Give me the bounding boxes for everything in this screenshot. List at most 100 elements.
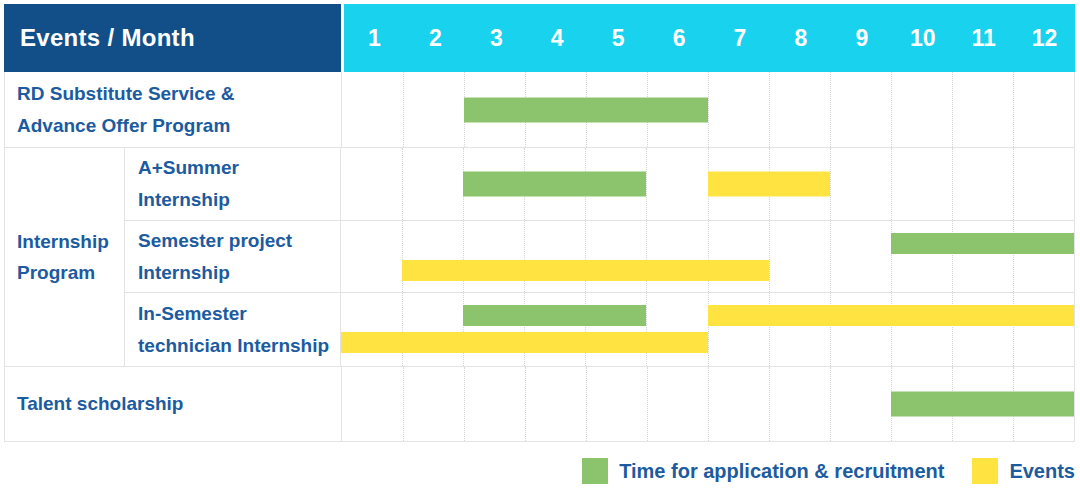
month-gridline — [402, 293, 403, 366]
month-label: 7 — [710, 4, 771, 72]
row-label-line: Program — [17, 257, 124, 288]
month-gridline — [891, 72, 892, 147]
month-gridline — [585, 221, 586, 293]
row-label-line: In-Semester — [138, 298, 340, 329]
events-month-header-cell: Events / Month — [4, 4, 341, 72]
month-gridline — [952, 221, 953, 293]
month-gridline — [463, 221, 464, 293]
month-gridline — [403, 72, 404, 147]
month-gridline — [769, 367, 770, 441]
month-gridline — [524, 293, 525, 366]
legend-swatch-yellow — [972, 458, 998, 484]
chart-cell — [341, 148, 1074, 220]
gantt-bar-yellow — [341, 332, 708, 353]
legend-item-events: Events — [972, 458, 1075, 484]
row-label-line: A+Summer — [138, 152, 340, 183]
month-gridline — [524, 221, 525, 293]
month-label: 6 — [649, 4, 710, 72]
month-gridline — [952, 293, 953, 366]
month-gridline — [830, 72, 831, 147]
month-gridline — [464, 367, 465, 441]
row-label-line: technician Internship — [138, 330, 340, 361]
month-gridline — [585, 293, 586, 366]
month-label: 11 — [953, 4, 1014, 72]
month-label: 10 — [892, 4, 953, 72]
gantt-bar-green — [464, 97, 708, 122]
month-gridline — [647, 367, 648, 441]
month-gridline — [402, 221, 403, 293]
chart-cell — [342, 72, 1074, 147]
gantt-bar-green — [463, 171, 646, 196]
month-label: 1 — [344, 4, 405, 72]
month-gridline — [586, 367, 587, 441]
row-label-rd-substitute-service: RD Substitute Service &Advance Offer Pro… — [5, 72, 342, 147]
row-label-semester-project-internship: Semester projectInternship — [125, 221, 341, 293]
month-gridline — [1013, 148, 1014, 220]
chart-cell — [342, 367, 1074, 441]
row-label-line: Talent scholarship — [17, 388, 341, 419]
month-label: 9 — [831, 4, 892, 72]
month-gridline — [708, 367, 709, 441]
month-gridline — [830, 367, 831, 441]
group-rows-internship-program: A+SummerInternshipSemester projectIntern… — [125, 148, 1074, 366]
month-gridline — [708, 221, 709, 293]
month-gridline — [525, 367, 526, 441]
month-gridline — [1013, 293, 1014, 366]
month-gridline — [708, 72, 709, 147]
table-row-talent-scholarship: Talent scholarship — [5, 367, 1074, 441]
month-gridline — [1013, 72, 1014, 147]
month-gridline — [463, 293, 464, 366]
month-gridline — [646, 148, 647, 220]
month-gridline — [646, 293, 647, 366]
legend-item-application-recruitment: Time for application & recruitment — [582, 458, 944, 484]
gantt-bar-yellow — [708, 171, 830, 196]
table-row-rd-substitute-service: RD Substitute Service &Advance Offer Pro… — [5, 72, 1074, 148]
month-label: 4 — [527, 4, 588, 72]
month-label: 8 — [770, 4, 831, 72]
month-gridline — [952, 148, 953, 220]
month-gridline — [769, 72, 770, 147]
row-label-line: Internship — [138, 257, 340, 288]
table-row-in-semester-technician-internship: In-Semestertechnician Internship — [125, 293, 1074, 366]
gantt-bar-yellow — [402, 260, 769, 281]
legend-label-application-recruitment: Time for application & recruitment — [619, 460, 944, 483]
row-label-talent-scholarship: Talent scholarship — [5, 367, 342, 441]
table-row-group-internship-program: InternshipProgramA+SummerInternshipSemes… — [5, 148, 1074, 367]
gantt-table: Events / Month 123456789101112 RD Substi… — [4, 4, 1075, 442]
row-label-line: Internship — [138, 184, 340, 215]
legend-swatch-green — [582, 458, 608, 484]
legend: Time for application & recruitment Events — [582, 455, 1075, 487]
row-label-in-semester-technician-internship: In-Semestertechnician Internship — [125, 293, 341, 366]
month-gridline — [708, 293, 709, 366]
month-label: 5 — [588, 4, 649, 72]
gantt-chart-canvas: Events / Month 123456789101112 RD Substi… — [0, 0, 1080, 494]
events-month-title: Events / Month — [20, 24, 195, 52]
month-gridline — [891, 148, 892, 220]
table-body: RD Substitute Service &Advance Offer Pro… — [4, 72, 1075, 442]
table-row-a-plus-summer-internship: A+SummerInternship — [125, 148, 1074, 221]
month-label: 12 — [1014, 4, 1075, 72]
months-header: 123456789101112 — [344, 4, 1075, 72]
chart-cell — [341, 221, 1074, 293]
month-gridline — [1013, 221, 1014, 293]
month-gridline — [769, 293, 770, 366]
month-gridline — [891, 293, 892, 366]
month-gridline — [891, 221, 892, 293]
month-gridline — [952, 72, 953, 147]
gantt-bar-green — [891, 233, 1074, 254]
row-label-a-plus-summer-internship: A+SummerInternship — [125, 148, 341, 220]
month-gridline — [830, 293, 831, 366]
month-gridline — [769, 221, 770, 293]
month-gridline — [830, 221, 831, 293]
gantt-bar-green — [463, 305, 646, 326]
group-label-internship-program: InternshipProgram — [5, 148, 125, 366]
gantt-bar-yellow — [708, 305, 1075, 326]
month-gridline — [403, 367, 404, 441]
row-label-line: Internship — [17, 226, 124, 257]
month-gridline — [402, 148, 403, 220]
month-label: 3 — [466, 4, 527, 72]
table-header-row: Events / Month 123456789101112 — [4, 4, 1075, 72]
table-row-semester-project-internship: Semester projectInternship — [125, 221, 1074, 294]
chart-cell — [341, 293, 1074, 366]
month-label: 2 — [405, 4, 466, 72]
